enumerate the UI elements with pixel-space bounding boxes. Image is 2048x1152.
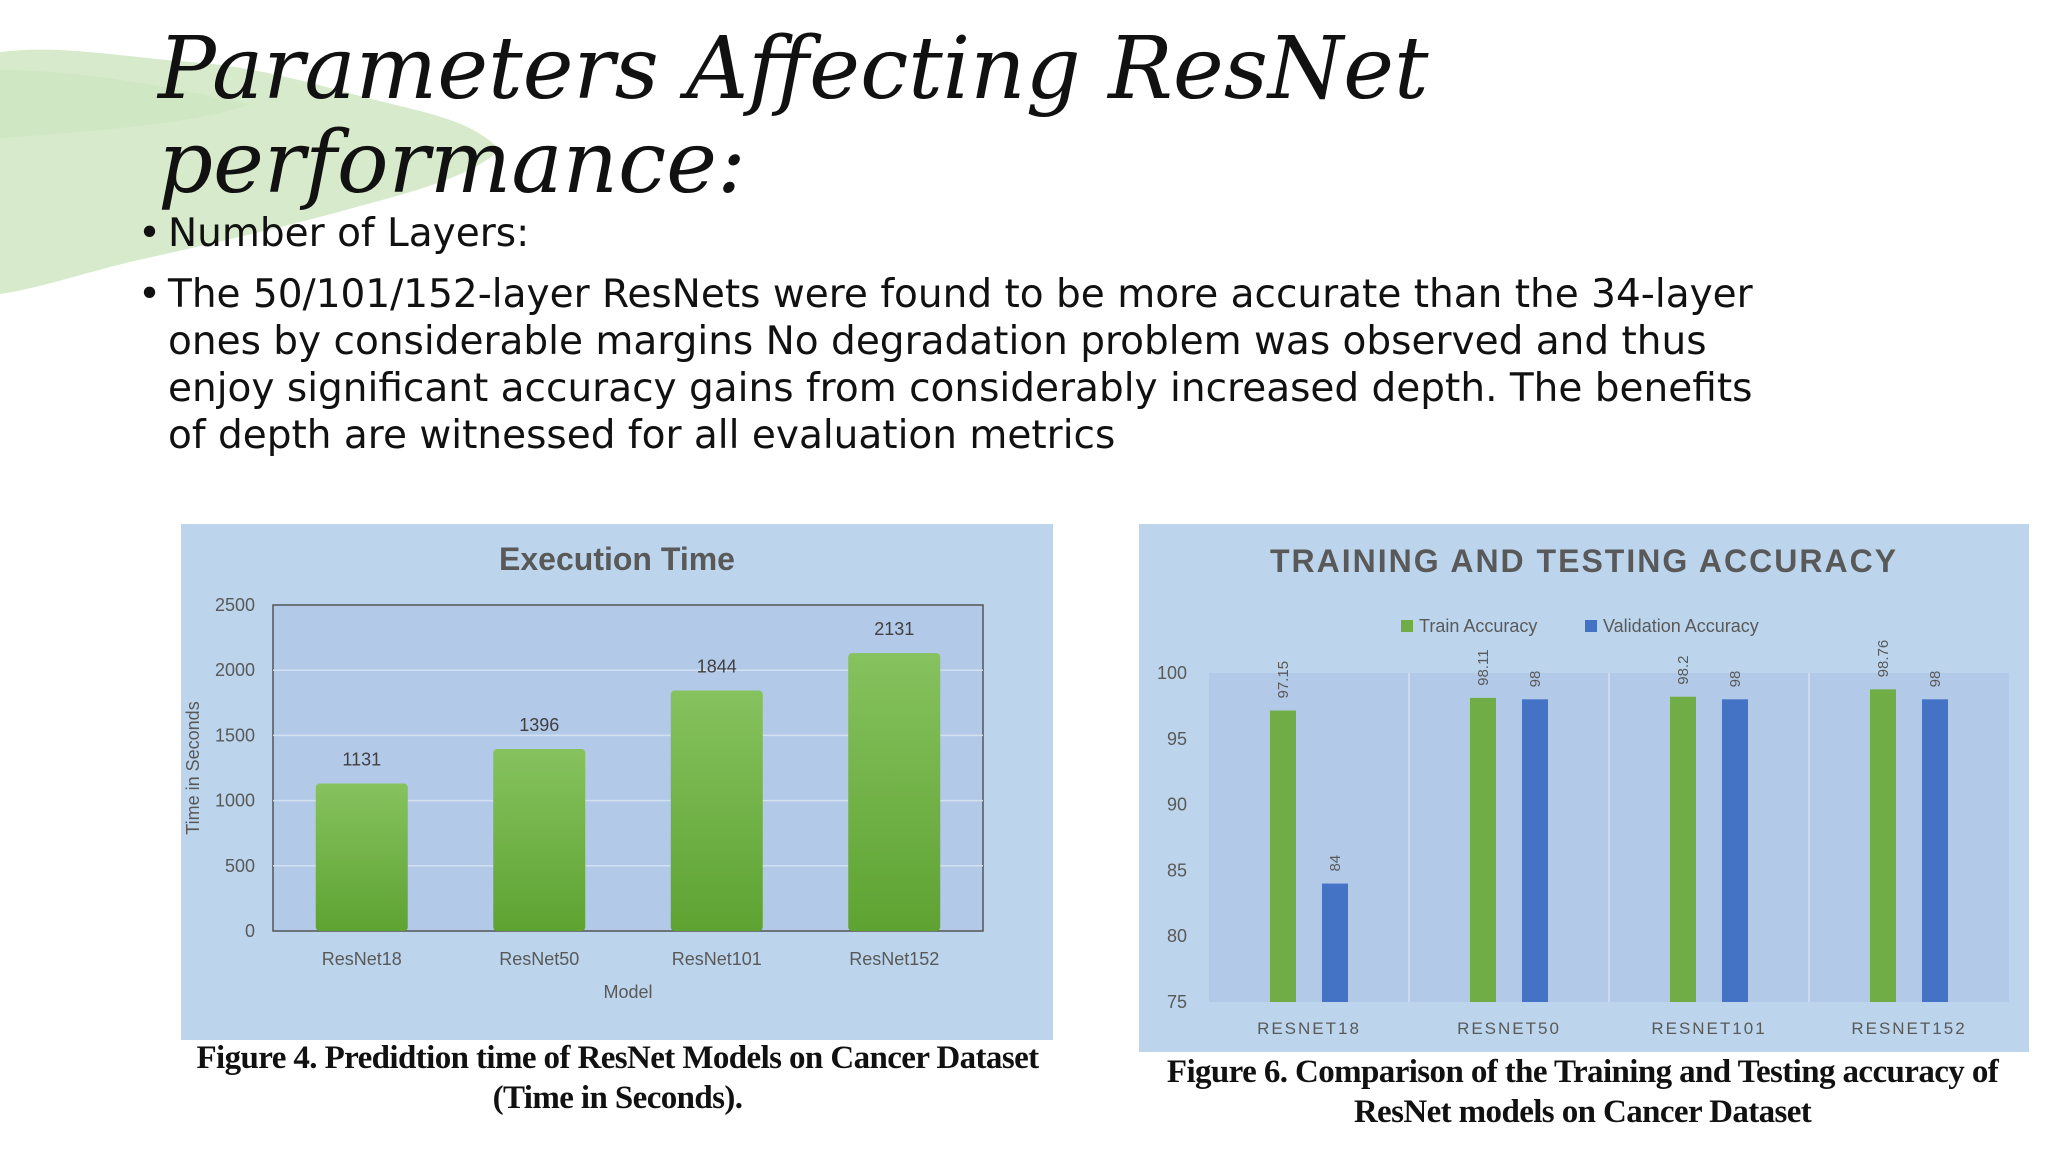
bar-train-accuracy-resnet18 [1270,710,1296,1002]
category-label-resnet101: ResNet101 [672,949,762,969]
legend-label-validation: Validation Accuracy [1603,616,1759,636]
y-tick-label-2000: 2000 [215,660,255,680]
bar-validation-accuracy-resnet101 [1722,699,1748,1002]
category-label-resnet152: RESNET152 [1851,1019,1966,1038]
y-tick-label-1500: 1500 [215,725,255,745]
bullet-list: Number of Layers: The 50/101/152-layer R… [138,210,1778,473]
execution-time-chart-title: Execution Time [499,541,735,577]
data-label-train-accuracy-resnet50: 98.11 [1475,649,1492,685]
execution-time-category-labels: ResNet18 ResNet50 ResNet101 ResNet152 [322,949,940,969]
bar-resnet18 [315,783,408,931]
execution-time-bars [315,653,941,931]
data-label-resnet152: 2131 [874,619,914,639]
y-tick-label-100: 100 [1157,663,1187,683]
slide-title: Parameters Affecting ResNet performance: [158,19,1429,213]
decorative-brush-stroke [0,49,500,295]
data-label-validation-accuracy-resnet101: 98 [1727,671,1744,688]
accuracy-data-labels: 97.15 84 98.11 98 98.2 98 98.76 98 [1275,640,1944,872]
data-label-validation-accuracy-resnet152: 98 [1927,671,1944,688]
accuracy-legend: Train Accuracy Validation Accuracy [1401,616,1759,636]
y-tick-label-75: 75 [1167,992,1187,1012]
y-tick-label-0: 0 [245,921,255,941]
execution-time-y-axis-label: Time in Seconds [183,701,203,834]
accuracy-figure-caption: Figure 6. Comparison of the Training and… [1166,1054,1999,1130]
bar-train-accuracy-resnet101 [1670,696,1696,1002]
legend-swatch-train [1401,620,1413,632]
data-label-validation-accuracy-resnet50: 98 [1527,671,1544,688]
y-tick-label-95: 95 [1167,729,1187,749]
execution-time-chart-svg: Execution Time 0 500 1000 1500 2000 2500 1131… [183,541,984,1002]
accuracy-bars [1270,689,1948,1002]
execution-time-figure-caption: Figure 4. Predidtion time of ResNet Mode… [196,1040,1039,1116]
y-tick-label-1000: 1000 [215,791,255,811]
bar-resnet152 [848,653,941,931]
data-label-train-accuracy-resnet18: 97.15 [1275,661,1292,699]
accuracy-category-labels: RESNET18 RESNET50 RESNET101 RESNET152 [1257,1019,1966,1038]
accuracy-chart-svg: TRAINING AND TESTING ACCURACY Train Accu… [1157,543,2009,1038]
execution-time-chart: Execution Time 0 500 1000 1500 2000 2500 1131… [181,524,1053,1040]
y-tick-label-80: 80 [1167,926,1187,946]
bar-train-accuracy-resnet50 [1470,697,1496,1002]
bar-validation-accuracy-resnet50 [1522,699,1548,1002]
category-label-resnet18: ResNet18 [322,949,402,969]
accuracy-gridlines [1408,673,1810,1002]
bar-validation-accuracy-resnet152 [1922,699,1948,1002]
category-label-resnet50: ResNet50 [499,949,579,969]
execution-time-y-ticks: 0 500 1000 1500 2000 2500 [215,595,255,941]
data-label-resnet18: 1131 [342,750,381,770]
data-label-train-accuracy-resnet101: 98.2 [1675,655,1692,684]
execution-time-x-axis-label: Model [603,982,652,1002]
y-tick-label-90: 90 [1167,795,1187,815]
accuracy-chart: TRAINING AND TESTING ACCURACY Train Accu… [1139,524,2029,1052]
accuracy-y-ticks: 75 80 85 90 95 100 [1157,663,1187,1012]
bar-validation-accuracy-resnet18 [1322,883,1348,1002]
bar-resnet50 [493,748,586,931]
bar-resnet101 [670,690,763,931]
data-label-resnet101: 1844 [697,657,737,677]
accuracy-chart-title: TRAINING AND TESTING ACCURACY [1270,543,1898,579]
category-label-resnet50: RESNET50 [1457,1019,1561,1038]
data-label-validation-accuracy-resnet18: 84 [1327,855,1344,872]
data-label-train-accuracy-resnet152: 98.76 [1875,640,1892,678]
category-label-resnet101: RESNET101 [1651,1019,1766,1038]
y-tick-label-85: 85 [1167,860,1187,880]
bullet-resnet-depth-finding: The 50/101/152-layer ResNets were found … [138,271,1778,459]
data-label-resnet50: 1396 [519,715,559,735]
execution-time-data-labels: 1131 1396 1844 2131 [342,619,914,769]
bullet-number-of-layers: Number of Layers: [138,210,1778,257]
bar-train-accuracy-resnet152 [1870,689,1896,1002]
category-label-resnet152: ResNet152 [849,949,939,969]
legend-swatch-validation [1585,620,1597,632]
legend-label-train: Train Accuracy [1419,616,1537,636]
y-tick-label-2500: 2500 [215,595,255,615]
category-label-resnet18: RESNET18 [1257,1019,1361,1038]
y-tick-label-500: 500 [225,856,255,876]
